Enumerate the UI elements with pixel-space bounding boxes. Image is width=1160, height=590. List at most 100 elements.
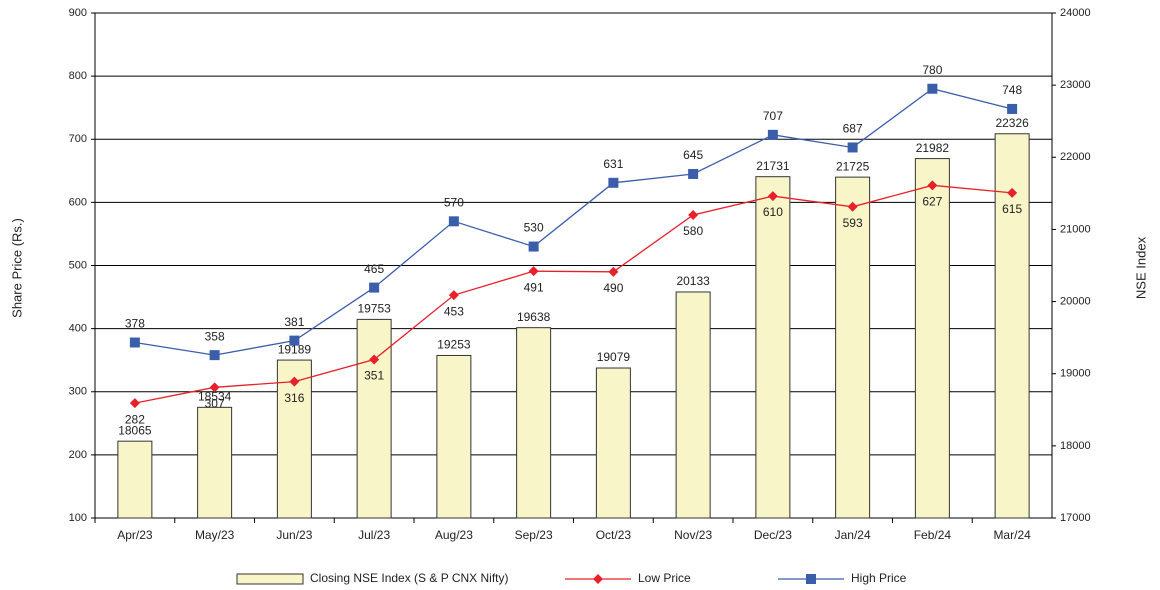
legend-marker [806, 574, 816, 584]
bar-value-label: 21982 [916, 141, 950, 155]
point-value-label: 687 [843, 122, 863, 136]
point [448, 216, 459, 227]
bar-value-label: 19253 [437, 338, 471, 352]
bar [436, 354, 472, 519]
point [1007, 187, 1018, 198]
point-value-label: 491 [524, 280, 544, 294]
point [448, 290, 459, 301]
y-tick-label: 400 [69, 323, 87, 335]
bar [197, 406, 233, 519]
point [369, 354, 380, 365]
line [134, 88, 1013, 356]
point [688, 210, 699, 220]
point [927, 180, 938, 191]
point [129, 337, 140, 348]
bar-value-label: 21731 [756, 159, 790, 173]
point [528, 266, 539, 277]
point [847, 201, 858, 212]
x-tick-label: Jul/23 [358, 528, 390, 542]
point-value-label: 465 [364, 262, 384, 276]
point [927, 83, 938, 94]
point [289, 376, 300, 387]
x-tick-label: Nov/23 [674, 528, 712, 542]
legend-label: Closing NSE Index (S & P CNX Nifty) [310, 571, 509, 585]
point-value-label: 307 [205, 397, 225, 411]
y2-tick-label: 24000 [1060, 7, 1091, 19]
point-value-label: 453 [444, 304, 464, 318]
legend-marker [593, 574, 603, 584]
point-value-label: 358 [205, 329, 225, 343]
point-value-label: 378 [125, 317, 145, 331]
point [528, 241, 539, 252]
line [134, 184, 1013, 404]
y2-tick-label: 18000 [1060, 440, 1091, 452]
legend-label: High Price [851, 571, 907, 585]
bar-value-label: 19753 [357, 302, 391, 316]
point-value-label: 570 [444, 195, 464, 209]
y-tick-label: 300 [69, 386, 87, 398]
y2-tick-label: 17000 [1060, 512, 1091, 524]
y2-axis-title: NSE Index [1133, 236, 1148, 299]
x-tick-label: Jan/24 [835, 528, 871, 542]
bar [914, 158, 950, 519]
bar-value-label: 19189 [278, 342, 312, 356]
point-value-label: 615 [1002, 202, 1022, 216]
bar [595, 367, 631, 519]
point-value-label: 627 [922, 195, 942, 209]
bar [356, 318, 392, 519]
bar-value-label: 19638 [517, 310, 551, 324]
point [847, 142, 858, 153]
y2-tick-label: 19000 [1060, 368, 1091, 380]
point [369, 282, 380, 293]
y2-tick-label: 23000 [1060, 79, 1091, 91]
x-tick-label: Jun/23 [276, 528, 312, 542]
legend-swatch [236, 573, 304, 585]
point-value-label: 530 [524, 221, 544, 235]
point-value-label: 610 [763, 205, 783, 219]
bar [755, 176, 791, 519]
y2-tick-label: 20000 [1060, 295, 1091, 307]
x-tick-label: Oct/23 [596, 528, 632, 542]
point [129, 398, 140, 409]
point-value-label: 282 [125, 412, 145, 426]
point [688, 168, 699, 179]
point [1007, 103, 1018, 114]
x-tick-label: Sep/23 [515, 528, 553, 542]
bar-value-label: 20133 [676, 274, 710, 288]
bar [516, 327, 552, 519]
bar-value-label: 18534 [198, 390, 232, 404]
point-value-label: 580 [683, 224, 703, 238]
point [608, 177, 619, 188]
point-value-label: 490 [603, 281, 623, 295]
point-value-label: 645 [683, 148, 703, 162]
y-tick-label: 200 [69, 449, 87, 461]
y-tick-label: 500 [69, 259, 87, 271]
y-tick-label: 100 [69, 512, 87, 524]
x-tick-label: Aug/23 [435, 528, 473, 542]
y-tick-label: 800 [69, 70, 87, 82]
x-tick-label: Mar/24 [993, 528, 1031, 542]
x-tick-label: Feb/24 [914, 528, 952, 542]
point-value-label: 748 [1002, 83, 1022, 97]
point [608, 266, 619, 277]
point-value-label: 631 [603, 157, 623, 171]
x-tick-label: May/23 [195, 528, 235, 542]
bar [835, 176, 871, 519]
point-value-label: 316 [284, 391, 304, 405]
point [209, 382, 220, 393]
point-value-label: 351 [364, 369, 384, 383]
bar [675, 291, 711, 519]
bar-value-label: 21725 [836, 159, 870, 173]
y-axis-title: Share Price (Rs.) [9, 218, 24, 318]
y-tick-label: 700 [69, 133, 87, 145]
point [289, 335, 300, 346]
point-value-label: 381 [284, 315, 304, 329]
bar-value-label: 19079 [597, 350, 631, 364]
x-tick-label: Dec/23 [754, 528, 792, 542]
y-tick-label: 600 [69, 196, 87, 208]
point-value-label: 780 [922, 63, 942, 77]
point [767, 191, 778, 202]
x-tick-label: Apr/23 [117, 528, 153, 542]
y-tick-label: 900 [69, 7, 87, 19]
